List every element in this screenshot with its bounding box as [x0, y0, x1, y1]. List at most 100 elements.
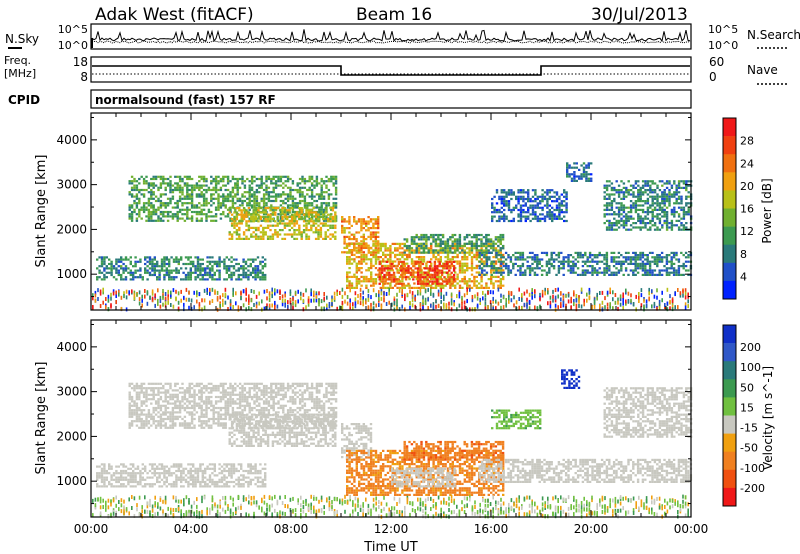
data-cell: [522, 195, 525, 198]
ground-scatter-cell: [232, 287, 234, 292]
data-cell: [222, 204, 225, 207]
ground-scatter-cell: [427, 306, 429, 310]
data-cell: [470, 262, 474, 265]
data-cell: [180, 258, 183, 261]
data-cell: [458, 280, 462, 283]
data-cell: [463, 253, 466, 256]
data-cell: [515, 197, 518, 201]
data-cell: [266, 235, 270, 238]
data-cell: [546, 197, 549, 201]
data-cell: [284, 175, 287, 178]
data-cell: [135, 217, 139, 220]
data-cell: [254, 267, 257, 270]
data-cell: [454, 271, 457, 274]
data-cell: [379, 247, 382, 250]
data-cell: [229, 199, 232, 203]
data-cell: [500, 189, 503, 192]
data-cell: [408, 256, 411, 259]
data-cell: [255, 197, 259, 200]
ground-scatter-cell: [253, 289, 255, 294]
data-cell: [591, 260, 594, 263]
data-cell: [205, 191, 208, 194]
data-cell: [448, 280, 451, 283]
data-cell: [389, 282, 392, 285]
data-cell: [319, 222, 323, 225]
data-cell: [565, 202, 568, 205]
data-cell: [668, 271, 671, 274]
ground-scatter-cell: [422, 301, 424, 306]
data-cell: [213, 271, 216, 274]
data-cell: [641, 184, 645, 187]
data-cell: [153, 256, 156, 259]
data-cell: [448, 278, 451, 281]
data-cell: [210, 193, 213, 196]
data-cell: [682, 211, 686, 214]
data-cell: [475, 286, 478, 289]
data-cell: [490, 273, 493, 276]
data-cell: [146, 260, 149, 263]
data-cell: [120, 256, 123, 259]
data-cell: [407, 276, 410, 279]
ground-scatter-cell: [339, 305, 341, 310]
data-cell: [485, 233, 488, 237]
data-cell: [171, 206, 175, 209]
data-cell: [433, 265, 437, 268]
data-cell: [271, 218, 275, 221]
data-cell: [329, 220, 332, 223]
data-cell: [663, 215, 666, 218]
data-cell: [260, 197, 263, 200]
data-cell: [505, 193, 508, 196]
data-cell: [164, 186, 167, 189]
data-cell: [231, 202, 235, 205]
data-cell: [372, 249, 375, 252]
data-cell: [546, 202, 549, 205]
data-cell: [129, 269, 132, 272]
data-cell: [341, 224, 344, 227]
data-cell: [507, 204, 511, 207]
data-cell: [581, 254, 585, 257]
data-cell: [433, 267, 437, 270]
data-cell: [248, 186, 251, 189]
data-cell: [168, 276, 171, 279]
data-cell: [632, 202, 635, 205]
data-cell: [152, 175, 155, 178]
data-cell: [682, 226, 686, 229]
data-cell: [401, 275, 404, 278]
data-cell: [670, 228, 674, 231]
ground-scatter-cell: [125, 289, 128, 294]
data-cell: [392, 273, 396, 277]
data-cell: [288, 211, 291, 214]
data-cell: [603, 273, 606, 276]
data-cell: [159, 217, 163, 220]
data-cell: [639, 228, 642, 231]
data-cell: [204, 273, 207, 277]
data-cell: [574, 265, 577, 268]
ground-scatter-cell: [318, 291, 320, 296]
data-cell: [262, 193, 266, 196]
data-cell: [625, 206, 628, 209]
data-cell: [605, 204, 609, 207]
data-cell: [170, 276, 173, 279]
data-cell: [613, 197, 616, 200]
data-cell: [238, 235, 241, 238]
data-cell: [675, 251, 678, 254]
data-cell: [236, 199, 239, 203]
data-cell: [348, 244, 351, 247]
data-cell: [306, 219, 309, 222]
data-cell: [663, 269, 666, 272]
data-cell: [202, 197, 206, 200]
data-cell: [213, 273, 216, 277]
data-cell: [288, 222, 291, 225]
data-cell: [562, 260, 565, 263]
data-cell: [639, 189, 642, 192]
data-cell: [250, 180, 254, 183]
data-cell: [410, 260, 414, 263]
data-cell: [573, 179, 576, 182]
data-cell: [661, 200, 664, 203]
ground-scatter-cell: [328, 302, 331, 306]
data-cell: [133, 195, 136, 198]
data-cell: [538, 260, 541, 263]
data-cell: [527, 195, 530, 198]
data-cell: [257, 220, 260, 223]
data-cell: [186, 215, 189, 218]
